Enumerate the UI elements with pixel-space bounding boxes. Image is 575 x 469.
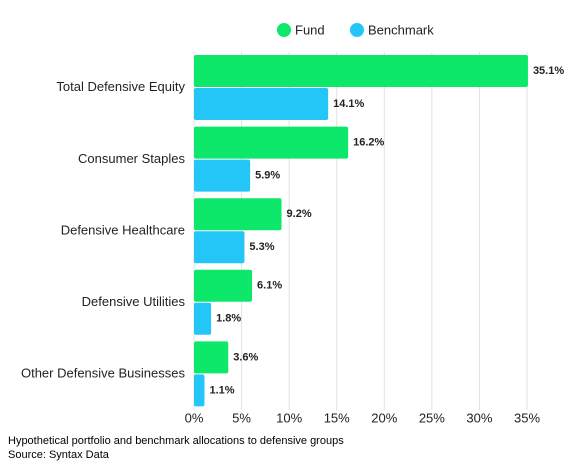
- value-label: 1.8%: [216, 313, 241, 325]
- category-label: Other Defensive Businesses: [21, 366, 186, 381]
- bar: [194, 126, 349, 159]
- category-label: Defensive Utilities: [82, 294, 186, 309]
- value-label: 35.1%: [533, 65, 564, 77]
- category-label: Defensive Healthcare: [61, 222, 185, 237]
- value-label: 5.9%: [255, 170, 280, 182]
- bar: [194, 231, 245, 264]
- legend-marker: [350, 23, 364, 37]
- value-label: 14.1%: [333, 98, 364, 110]
- bar: [194, 159, 251, 192]
- bar: [194, 269, 253, 302]
- legend-label: Fund: [295, 22, 325, 37]
- value-label: 5.3%: [249, 241, 274, 253]
- bar: [194, 302, 212, 335]
- value-label: 16.2%: [353, 137, 384, 149]
- x-tick-label: 35%: [514, 410, 540, 425]
- bar: [194, 374, 205, 407]
- bar: [194, 88, 329, 120]
- x-tick-label: 5%: [232, 410, 251, 425]
- bar: [194, 198, 282, 231]
- value-label: 3.6%: [233, 351, 258, 363]
- x-tick-label: 25%: [419, 410, 445, 425]
- x-tick-label: 30%: [466, 410, 492, 425]
- legend-marker: [277, 23, 291, 37]
- caption: Hypothetical portfolio and benchmark all…: [8, 435, 344, 447]
- category-label: Total Defensive Equity: [56, 79, 185, 94]
- bar: [194, 55, 528, 87]
- x-tick-label: 0%: [185, 410, 204, 425]
- x-tick-label: 10%: [276, 410, 302, 425]
- bar: [194, 341, 229, 374]
- legend-label: Benchmark: [368, 22, 434, 37]
- x-tick-label: 20%: [371, 410, 397, 425]
- category-label: Consumer Staples: [78, 151, 185, 166]
- source: Source: Syntax Data: [8, 449, 110, 461]
- value-label: 1.1%: [209, 384, 234, 396]
- x-tick-label: 15%: [324, 410, 350, 425]
- value-label: 6.1%: [257, 280, 282, 292]
- value-label: 9.2%: [287, 208, 312, 220]
